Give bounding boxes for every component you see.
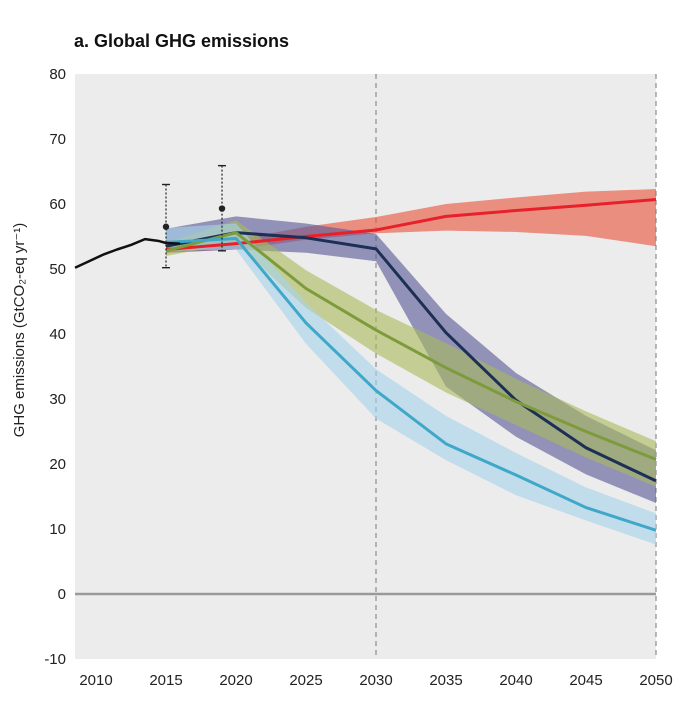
x-tick-label: 2040: [499, 672, 532, 689]
y-tick-label: 70: [49, 131, 66, 148]
y-tick-label: 10: [49, 521, 66, 538]
y-tick-label: 20: [49, 456, 66, 473]
x-tick-label: 2050: [639, 672, 672, 689]
historical-line: [74, 237, 181, 269]
y-tick-label: 0: [58, 586, 66, 603]
y-tick-label: 40: [49, 326, 66, 343]
x-tick-label: 2010: [79, 672, 112, 689]
error-bars: [162, 164, 226, 269]
y-axis-ticks: -10 0 10 20 30 40 50 60 70 80: [44, 66, 66, 668]
x-tick-label: 2020: [219, 672, 252, 689]
historical-emissions: [74, 237, 181, 269]
series-2-line: [165, 231, 657, 483]
reference-lines: [75, 74, 657, 659]
chart-title: a. Global GHG emissions: [74, 31, 290, 51]
error-bar-1-point: [162, 223, 170, 230]
series-lines: [165, 197, 657, 532]
x-tick-label: 2035: [429, 672, 462, 689]
y-tick-label: 50: [49, 261, 66, 278]
error-bar-2-point: [218, 205, 226, 212]
x-tick-label: 2045: [569, 672, 602, 689]
x-tick-label: 2025: [289, 672, 322, 689]
y-tick-label: 80: [49, 66, 66, 83]
x-tick-label: 2030: [359, 672, 392, 689]
series-3-line: [165, 231, 657, 461]
x-axis-ticks: 2010 2015 2020 2025 2030 2035 2040 2045 2050: [79, 672, 672, 689]
y-tick-label: 30: [49, 391, 66, 408]
y-tick-label: -10: [44, 651, 66, 668]
series-4-line: [165, 236, 657, 532]
y-axis-label: GHG emissions (GtCO₂-eq yr⁻¹): [11, 223, 28, 438]
x-tick-label: 2015: [149, 672, 182, 689]
y-tick-label: 60: [49, 196, 66, 213]
